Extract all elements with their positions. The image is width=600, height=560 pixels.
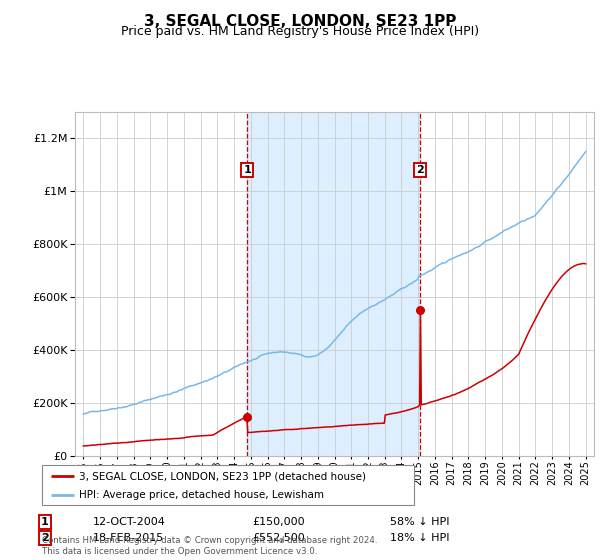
Text: 18-FEB-2015: 18-FEB-2015 (93, 533, 164, 543)
Text: 2: 2 (41, 533, 49, 543)
Text: 18% ↓ HPI: 18% ↓ HPI (390, 533, 449, 543)
Bar (247, 112, 420, 456)
Text: Contains HM Land Registry data © Crown copyright and database right 2024.
This d: Contains HM Land Registry data © Crown c… (42, 536, 377, 556)
Text: 12-OCT-2004: 12-OCT-2004 (93, 517, 166, 527)
Text: 58% ↓ HPI: 58% ↓ HPI (390, 517, 449, 527)
Text: Price paid vs. HM Land Registry's House Price Index (HPI): Price paid vs. HM Land Registry's House … (121, 25, 479, 38)
Text: HPI: Average price, detached house, Lewisham: HPI: Average price, detached house, Lewi… (79, 490, 324, 500)
Text: 1: 1 (243, 165, 251, 175)
Text: 3, SEGAL CLOSE, LONDON, SE23 1PP (detached house): 3, SEGAL CLOSE, LONDON, SE23 1PP (detach… (79, 471, 366, 481)
Text: £552,500: £552,500 (252, 533, 305, 543)
Text: 1: 1 (41, 517, 49, 527)
Text: £150,000: £150,000 (252, 517, 305, 527)
Text: 2: 2 (416, 165, 424, 175)
Text: 3, SEGAL CLOSE, LONDON, SE23 1PP: 3, SEGAL CLOSE, LONDON, SE23 1PP (144, 14, 456, 29)
